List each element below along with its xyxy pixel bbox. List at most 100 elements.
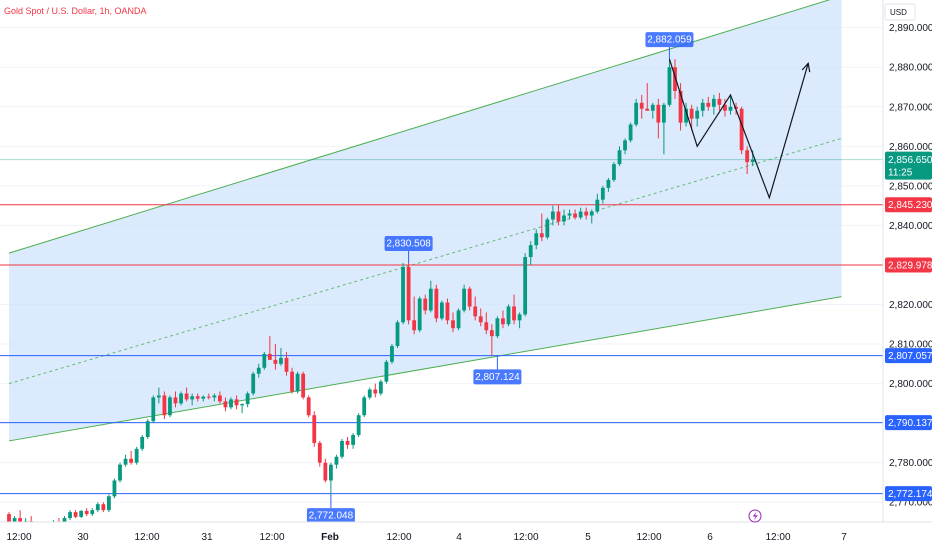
- callout-label: 2,882.059: [647, 35, 692, 46]
- time-tick-label: 6: [707, 532, 713, 543]
- candle-body: [378, 381, 383, 394]
- candle-body: [68, 512, 72, 519]
- callout-box: [473, 369, 522, 385]
- candle-body: [140, 436, 145, 449]
- candle-body: [528, 245, 533, 258]
- candle-body: [456, 310, 461, 329]
- candle-body: [395, 322, 400, 347]
- candle-body: [384, 361, 389, 382]
- time-scale-background[interactable]: [0, 522, 883, 550]
- candle-body: [684, 108, 688, 123]
- price-scale-background[interactable]: [883, 0, 932, 550]
- candle-body: [700, 102, 705, 111]
- lightning-icon[interactable]: [748, 509, 762, 523]
- candle-body: [262, 353, 267, 368]
- candle-body: [273, 359, 278, 364]
- candle-body: [695, 110, 700, 119]
- level-tag: [885, 415, 932, 431]
- candle-body: [79, 510, 84, 517]
- candle-body: [7, 514, 11, 522]
- currency-label: USD: [890, 8, 907, 17]
- candle-body: [212, 395, 217, 398]
- candle-body: [578, 211, 583, 218]
- callout-box: [645, 32, 694, 48]
- channel-mid-line: [8, 137, 842, 385]
- price-tick-label: 2,860.000: [889, 142, 932, 153]
- candle-body: [473, 306, 478, 317]
- candle-body: [706, 102, 711, 107]
- candle-body: [417, 298, 422, 331]
- candle-body: [184, 393, 189, 400]
- candle-body: [401, 266, 405, 323]
- candle-body: [495, 318, 500, 337]
- time-tick-label: Feb: [321, 532, 339, 543]
- price-tick-label: 2,840.000: [889, 221, 932, 232]
- candle-body: [206, 396, 211, 398]
- candle-body: [678, 90, 683, 123]
- candle-body: [478, 316, 483, 323]
- callout-label: 2,807.124: [475, 372, 520, 383]
- price-tick-label: 2,780.000: [889, 458, 932, 469]
- candle-body: [334, 456, 339, 465]
- candle-body: [156, 395, 161, 398]
- candle-body: [728, 106, 733, 111]
- channel-upper-line[interactable]: [8, 0, 842, 254]
- candle-body: [406, 266, 411, 321]
- candle-body: [245, 393, 250, 405]
- candle-body: [662, 104, 666, 123]
- time-tick-label: 12:00: [6, 532, 31, 543]
- candle-body: [745, 150, 750, 163]
- level-tag: [885, 486, 932, 502]
- time-tick-label: 5: [585, 532, 591, 543]
- projection-path[interactable]: [668, 58, 809, 200]
- candle-body: [12, 518, 17, 522]
- price-tick-label: 2,820.000: [889, 300, 932, 311]
- candle-body: [362, 397, 367, 416]
- callout-label: 2,830.508: [386, 238, 431, 249]
- candle-body: [179, 393, 183, 404]
- candle-body: [645, 108, 650, 111]
- candle-body: [656, 104, 661, 123]
- candle-body: [329, 464, 333, 481]
- candle-body: [173, 397, 178, 404]
- channel-lower-line[interactable]: [8, 296, 842, 442]
- candle-body: [717, 98, 722, 105]
- candle-body: [673, 67, 677, 91]
- candle-body: [467, 288, 472, 307]
- candle-body: [168, 397, 172, 416]
- symbol-title[interactable]: Gold Spot / U.S. Dollar, 1h, OANDA: [4, 6, 147, 16]
- level-tag: [885, 348, 932, 364]
- time-scale-ticks: 12:00 30 12:00 31 12:00 Feb 12:00 4 12:00 5 12:00 6…: [6, 532, 847, 543]
- candle-body: [445, 302, 450, 321]
- current-price-tag: [885, 151, 932, 180]
- candle-body: [240, 404, 244, 406]
- candle-body: [129, 458, 133, 463]
- candle-body: [589, 211, 594, 216]
- candle-body: [489, 330, 494, 337]
- candle-body: [112, 480, 117, 497]
- candle-body: [367, 389, 372, 398]
- candle-body: [390, 346, 394, 362]
- candle-body: [190, 396, 195, 400]
- candle-body: [451, 320, 455, 329]
- channel-fill: [9, 0, 842, 441]
- projection-arrowhead: [801, 61, 811, 73]
- candle-body: [617, 150, 622, 165]
- countdown-label: 11:25: [888, 168, 913, 179]
- candle-body: [689, 108, 694, 119]
- candle-body: [223, 401, 228, 408]
- candle-body: [301, 373, 306, 398]
- currency-box[interactable]: [884, 3, 916, 21]
- candle-body: [229, 399, 233, 408]
- time-tick-label: 12:00: [259, 532, 284, 543]
- price-callouts: 2,882.059 2,830.508 2,807.124 2,772.048: [306, 32, 694, 524]
- candle-body: [134, 448, 139, 463]
- candle-body: [551, 211, 555, 220]
- time-tick-label: 12:00: [765, 532, 790, 543]
- candle-body: [295, 373, 300, 392]
- candle-body: [145, 421, 150, 437]
- candle-body: [306, 397, 311, 416]
- candle-body: [584, 211, 589, 216]
- candle-body: [711, 98, 716, 107]
